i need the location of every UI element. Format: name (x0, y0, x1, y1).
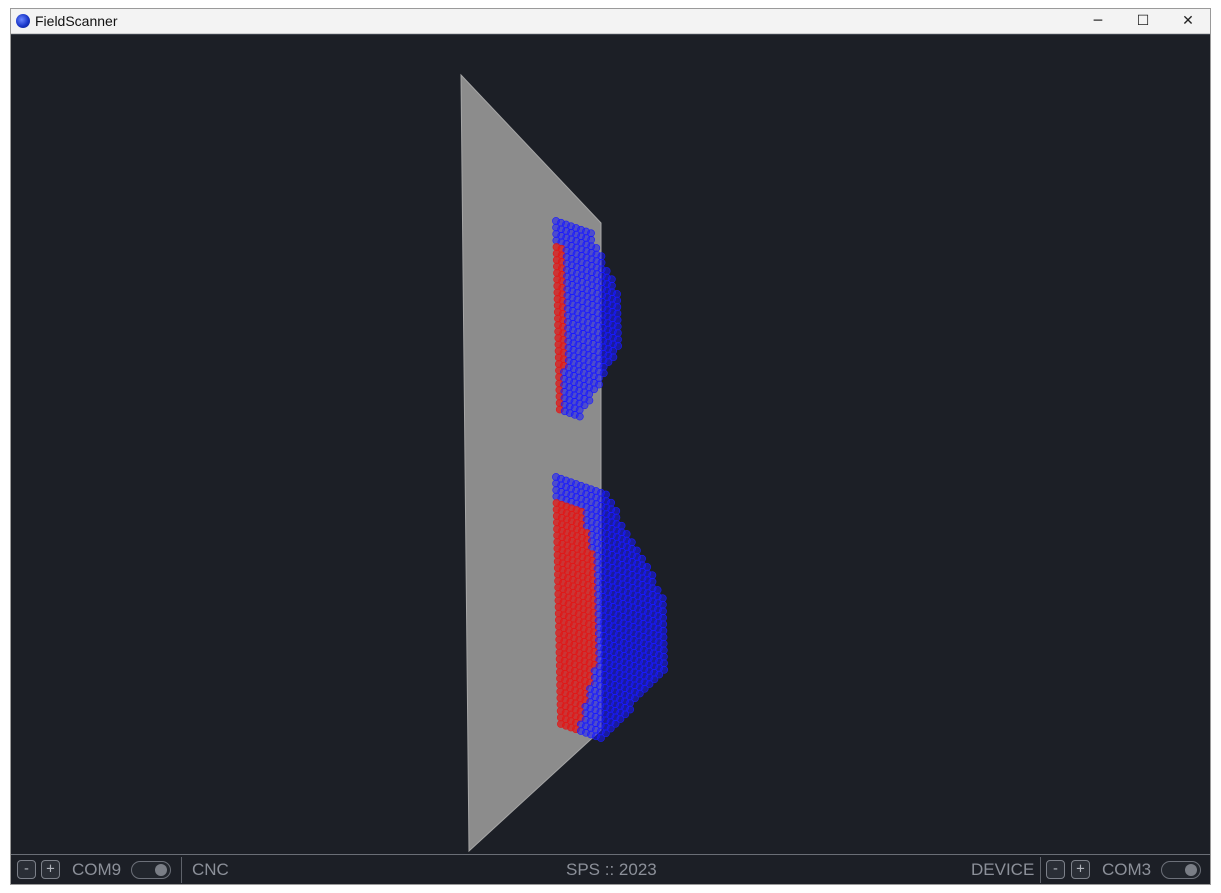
field-point (580, 401, 589, 410)
field-point (606, 724, 615, 733)
field-point (611, 719, 620, 728)
field-point (650, 675, 659, 684)
field-point (621, 710, 630, 719)
field-point (595, 380, 603, 389)
maximize-button[interactable]: ☐ (1136, 13, 1150, 29)
toggle-knob (155, 864, 167, 876)
field-point (585, 396, 594, 405)
field-point (597, 734, 605, 742)
title-bar[interactable]: FieldScanner ─ ☐ ✕ (11, 9, 1210, 34)
field-point (599, 369, 608, 378)
divider (1040, 857, 1041, 883)
field-point (601, 729, 610, 738)
toggle-knob (1185, 864, 1197, 876)
close-button[interactable]: ✕ (1182, 13, 1194, 29)
field-point (604, 358, 613, 366)
app-window: FieldScanner ─ ☐ ✕ - + COM9 CNC SPS :: 2… (10, 8, 1211, 885)
cnc-increase-button[interactable]: + (41, 860, 60, 879)
3d-viewport[interactable] (11, 34, 1210, 854)
field-point (655, 670, 664, 679)
field-points (552, 217, 669, 742)
cnc-port-label: COM9 (72, 860, 122, 879)
cnc-connect-toggle[interactable] (131, 861, 171, 879)
window-title: FieldScanner (35, 13, 118, 29)
minimize-button[interactable]: ─ (1093, 13, 1103, 29)
field-point (635, 689, 644, 698)
field-point (609, 353, 618, 362)
scan-scene[interactable] (11, 35, 1210, 855)
device-label: DEVICE (971, 860, 1035, 879)
cnc-label: CNC (192, 860, 229, 879)
field-point (640, 684, 649, 693)
status-bar: - + COM9 CNC SPS :: 2023 DEVICE - + COM3 (11, 854, 1210, 884)
field-point (616, 715, 625, 723)
status-center-label: SPS :: 2023 (566, 860, 657, 879)
field-point (645, 680, 654, 688)
device-decrease-button[interactable]: - (1046, 860, 1065, 879)
field-point (631, 694, 639, 703)
device-increase-button[interactable]: + (1071, 860, 1090, 879)
field-point (660, 665, 669, 674)
field-point (614, 342, 622, 350)
app-globe-icon (16, 14, 30, 28)
field-point (626, 705, 635, 714)
device-connect-toggle[interactable] (1161, 861, 1201, 879)
divider (181, 857, 182, 883)
field-point (575, 412, 584, 421)
cnc-decrease-button[interactable]: - (17, 860, 36, 879)
field-point (590, 385, 599, 394)
device-port-label: COM3 (1102, 860, 1152, 879)
